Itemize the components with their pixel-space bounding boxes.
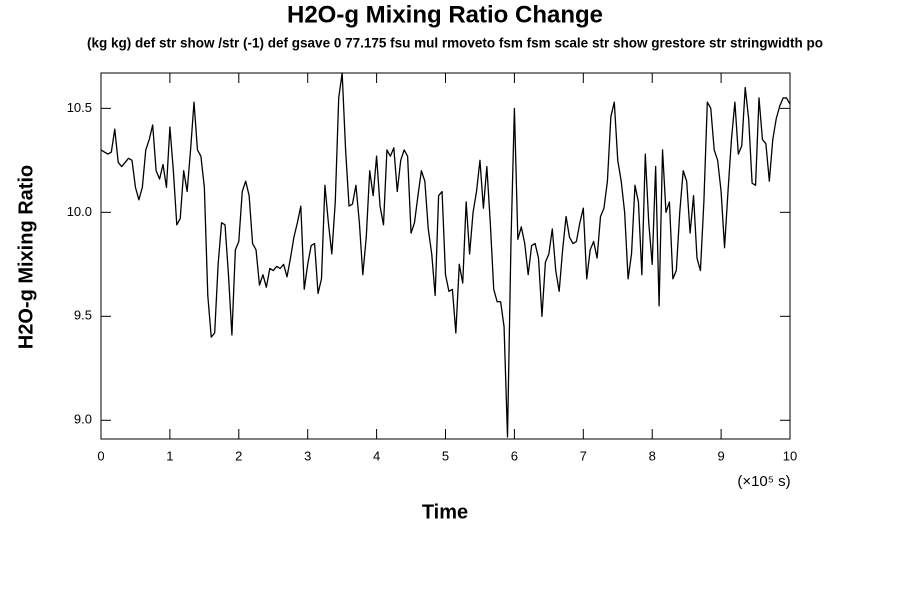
x-tick-label: 4 (373, 448, 380, 463)
chart-subtitle: (kg kg) def str show /str (-1) def gsave… (87, 36, 823, 51)
x-tick-label: 8 (649, 448, 656, 463)
x-axis-annotation: (×10⁵ s) (737, 473, 790, 490)
x-tick-label: 7 (580, 448, 587, 463)
x-tick-label: 0 (97, 448, 104, 463)
x-tick-label: 3 (304, 448, 311, 463)
x-tick-label: 9 (717, 448, 724, 463)
y-tick-label: 10.0 (67, 204, 92, 219)
y-tick-label: 10.5 (67, 100, 92, 115)
y-tick-label: 9.5 (74, 308, 92, 323)
y-tick-label: 9.0 (74, 412, 92, 427)
x-tick-label: 10 (783, 448, 797, 463)
x-axis-label: Time (422, 501, 468, 523)
x-tick-label: 2 (235, 448, 242, 463)
chart-title: H2O-g Mixing Ratio Change (287, 1, 603, 28)
x-tick-label: 6 (511, 448, 518, 463)
y-axis-label: H2O-g Mixing Ratio (15, 165, 37, 349)
data-line (100, 72, 791, 438)
x-tick-label: 5 (442, 448, 449, 463)
x-tick-label: 1 (166, 448, 173, 463)
